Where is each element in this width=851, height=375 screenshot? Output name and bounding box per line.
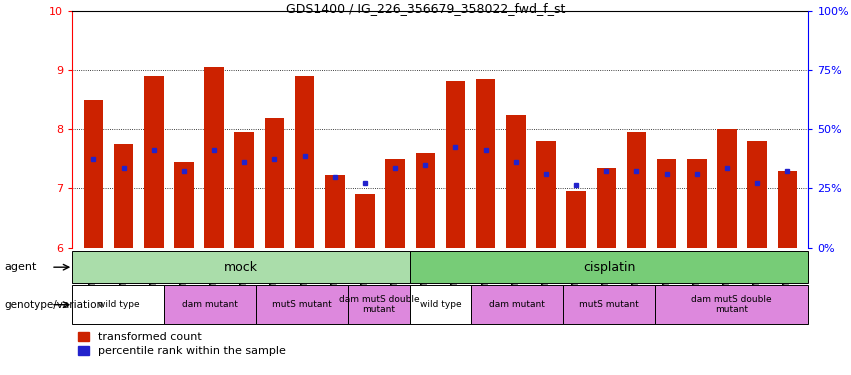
Bar <box>294 76 314 248</box>
Text: GDS1400 / IG_226_356679_358022_fwd_f_st: GDS1400 / IG_226_356679_358022_fwd_f_st <box>286 2 565 15</box>
Bar <box>471 285 563 324</box>
Bar <box>657 159 677 248</box>
Text: mock: mock <box>224 261 258 274</box>
Bar <box>386 159 405 248</box>
Bar <box>235 132 254 248</box>
Bar <box>72 251 409 283</box>
Bar <box>409 251 808 283</box>
Bar <box>778 171 797 248</box>
Text: dam mutant: dam mutant <box>489 300 545 309</box>
Bar <box>409 285 471 324</box>
Bar <box>114 144 134 248</box>
Bar <box>72 285 164 324</box>
Bar <box>204 68 224 248</box>
Bar <box>567 191 586 248</box>
Bar <box>717 129 737 248</box>
Bar <box>348 285 409 324</box>
Text: mutS mutant: mutS mutant <box>272 300 332 309</box>
Bar <box>687 159 706 248</box>
Bar <box>597 168 616 248</box>
Bar <box>256 285 348 324</box>
Bar <box>563 285 655 324</box>
Bar <box>144 76 163 248</box>
Bar <box>164 285 256 324</box>
Bar <box>506 115 526 248</box>
Text: dam mutS double
mutant: dam mutS double mutant <box>339 295 420 314</box>
Bar <box>536 141 556 248</box>
Bar <box>325 176 345 248</box>
Bar <box>655 285 808 324</box>
Bar <box>476 79 495 248</box>
Text: dam mutant: dam mutant <box>182 300 238 309</box>
Text: cisplatin: cisplatin <box>583 261 636 274</box>
Bar <box>626 132 646 248</box>
Text: genotype/variation: genotype/variation <box>4 300 103 310</box>
Bar <box>174 162 194 248</box>
Bar <box>83 100 103 248</box>
Bar <box>355 194 374 248</box>
Bar <box>747 141 767 248</box>
Text: mutS mutant: mutS mutant <box>580 300 639 309</box>
Text: dam mutS double
mutant: dam mutS double mutant <box>692 295 772 314</box>
Legend: transformed count, percentile rank within the sample: transformed count, percentile rank withi… <box>78 332 286 356</box>
Bar <box>265 118 284 248</box>
Text: wild type: wild type <box>420 300 461 309</box>
Text: agent: agent <box>4 262 37 272</box>
Text: wild type: wild type <box>98 300 140 309</box>
Bar <box>446 81 465 248</box>
Bar <box>415 153 435 248</box>
